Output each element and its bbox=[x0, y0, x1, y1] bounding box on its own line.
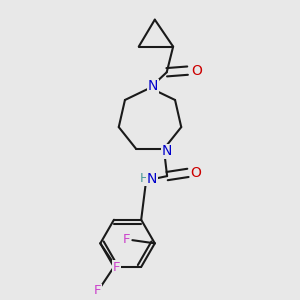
Text: F: F bbox=[112, 261, 120, 274]
Text: F: F bbox=[94, 284, 102, 298]
Text: F: F bbox=[123, 233, 130, 246]
Text: N: N bbox=[147, 172, 157, 186]
Text: O: O bbox=[190, 166, 201, 180]
Text: H: H bbox=[140, 172, 149, 185]
Text: N: N bbox=[148, 79, 158, 93]
Text: N: N bbox=[161, 144, 172, 158]
Text: O: O bbox=[191, 64, 202, 78]
